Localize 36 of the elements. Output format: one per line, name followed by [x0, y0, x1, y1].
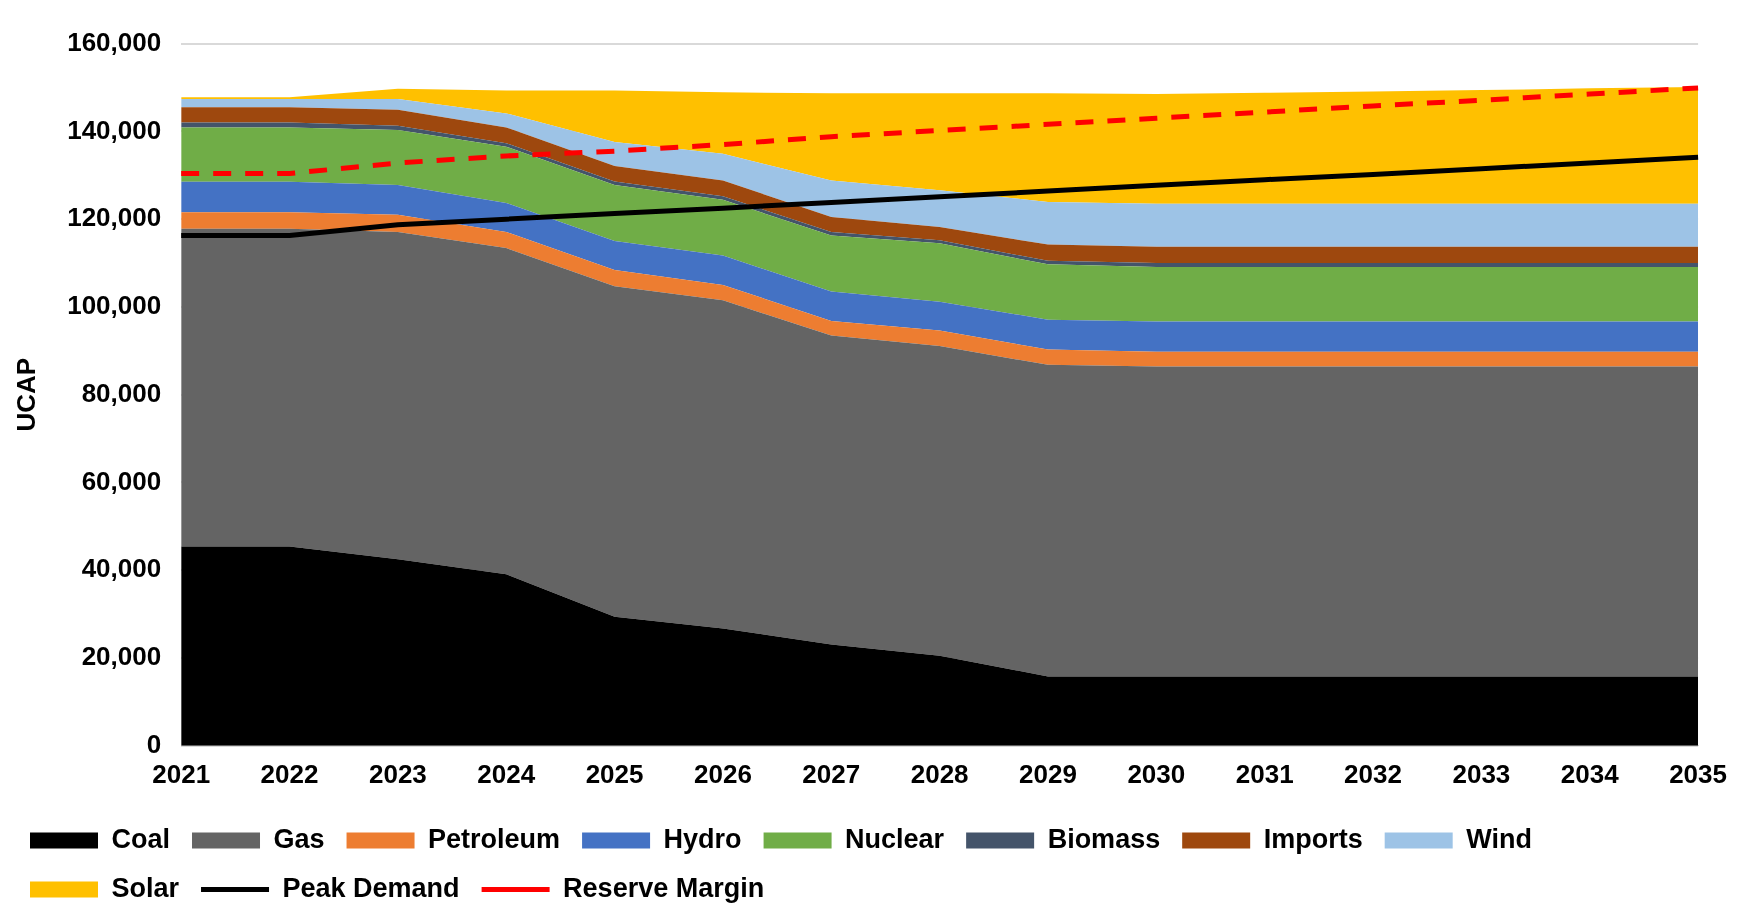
y-tick-label: 0 — [146, 728, 162, 759]
legend-label: Reserve Margin — [563, 872, 765, 903]
x-tick-label: 2022 — [260, 758, 319, 789]
y-tick-label: 40,000 — [81, 553, 162, 584]
y-tick-label: 100,000 — [67, 290, 162, 321]
x-tick-label: 2024 — [477, 758, 536, 789]
legend-label: Biomass — [1047, 823, 1161, 854]
y-tick-label: 160,000 — [67, 26, 162, 57]
legend-label: Imports — [1263, 823, 1363, 854]
y-axis-title: UCAP — [10, 357, 41, 432]
y-tick-label: 60,000 — [81, 465, 162, 496]
x-tick-label: 2029 — [1019, 758, 1077, 789]
x-tick-label: 2034 — [1560, 758, 1620, 789]
x-tick-label: 2021 — [152, 758, 211, 789]
legend-label: Peak Demand — [282, 872, 460, 903]
legend-label: Hydro — [663, 823, 742, 854]
x-tick-label: 2032 — [1344, 758, 1402, 789]
x-tick-label: 2025 — [585, 758, 644, 789]
x-tick-label: 2027 — [802, 758, 861, 789]
legend-label: Gas — [273, 823, 325, 854]
x-tick-label: 2035 — [1669, 758, 1727, 789]
legend-label: Petroleum — [428, 823, 561, 854]
legend-label: Solar — [111, 872, 180, 903]
x-tick-label: 2031 — [1235, 758, 1294, 789]
y-tick-label: 140,000 — [67, 114, 162, 145]
legend-label: Wind — [1466, 823, 1532, 854]
x-tick-label: 2026 — [694, 758, 752, 789]
legend-label: Nuclear — [845, 823, 945, 854]
x-tick-label: 2023 — [368, 758, 427, 789]
legend-label: Coal — [111, 823, 171, 854]
y-tick-label: 80,000 — [81, 377, 162, 408]
x-tick-label: 2028 — [910, 758, 969, 789]
y-tick-label: 120,000 — [67, 202, 162, 233]
x-tick-label: 2030 — [1127, 758, 1186, 789]
y-tick-label: 20,000 — [81, 641, 162, 672]
x-tick-label: 2033 — [1452, 758, 1511, 789]
